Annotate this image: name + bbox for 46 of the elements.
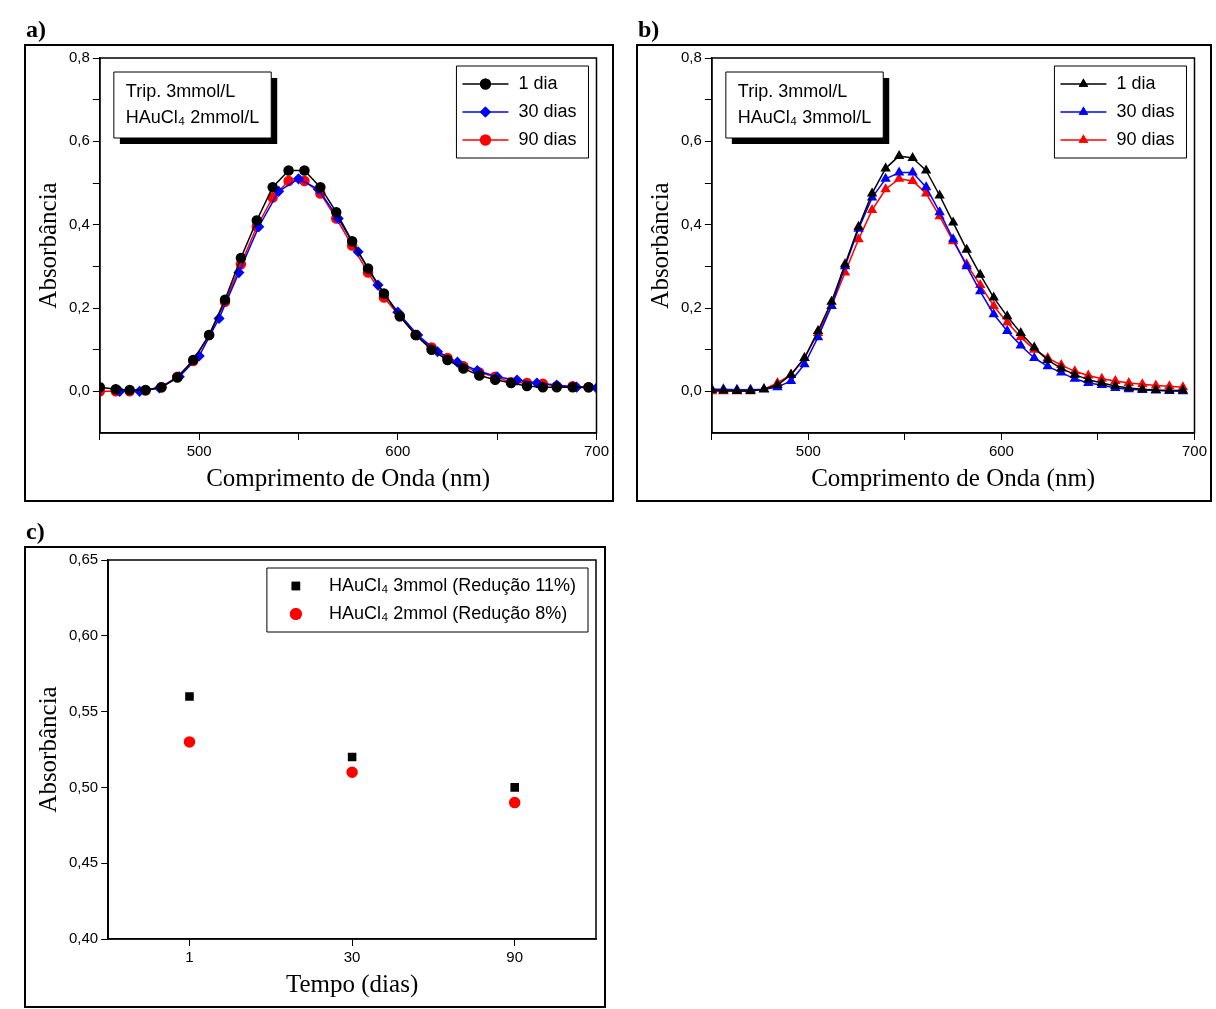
y-axis-title: Absorbância [33, 182, 61, 309]
x-tick-label: 700 [1181, 442, 1207, 460]
legend-label: 1 dia [518, 72, 559, 93]
x-tick-label: 500 [795, 442, 821, 460]
x-axis-title: Tempo (dias) [285, 969, 419, 998]
y-tick-label: 0,60 [68, 625, 99, 643]
y-axis-title: Absorbância [33, 686, 61, 813]
x-tick-label: 600 [385, 442, 411, 460]
annotation: HAuCl₄ 2mmol/L [125, 106, 260, 127]
chart-title: a) [25, 15, 47, 44]
legend-label: 90 dias [1116, 128, 1175, 149]
y-tick-label: 0,65 [68, 550, 99, 568]
y-tick-label: 0,2 [68, 298, 90, 316]
annotation: Trip. 3mmol/L [125, 80, 236, 101]
legend-label: HAuCl₄ 2mmol (Redução 8%) [328, 602, 568, 623]
y-tick-label: 0,50 [68, 777, 99, 795]
y-tick-label: 0,4 [68, 214, 90, 232]
legend-label: 1 dia [1116, 72, 1157, 93]
annotation: Trip. 3mmol/L [737, 80, 848, 101]
y-tick-label: 0,4 [680, 214, 702, 232]
y-tick-label: 0,6 [680, 131, 702, 149]
y-tick-label: 0,2 [680, 298, 702, 316]
legend-label: 90 dias [518, 128, 577, 149]
annotation: HAuCl₄ 3mmol/L [737, 106, 872, 127]
legend-label: HAuCl₄ 3mmol (Redução 11%) [328, 574, 576, 595]
y-tick-label: 0,0 [68, 381, 90, 399]
chart-title: c) [25, 517, 46, 546]
x-tick-label: 700 [583, 442, 609, 460]
y-tick-label: 0,55 [68, 701, 99, 719]
legend-label: 30 dias [518, 100, 577, 121]
x-axis-title: Comprimento de Onda (nm) [811, 463, 1096, 492]
y-tick-label: 0,40 [68, 929, 99, 947]
y-tick-label: 0,6 [68, 131, 90, 149]
y-tick-label: 0,0 [680, 381, 702, 399]
chart-title: b) [637, 15, 661, 44]
x-axis-title: Comprimento de Onda (nm) [206, 463, 491, 492]
x-tick-label: 1 [185, 948, 194, 966]
y-tick-label: 0,45 [68, 853, 99, 871]
x-tick-label: 30 [343, 948, 361, 966]
legend-label: 30 dias [1116, 100, 1175, 121]
x-tick-label: 500 [186, 442, 212, 460]
y-tick-label: 0,8 [68, 48, 90, 66]
x-tick-label: 600 [988, 442, 1014, 460]
y-tick-label: 0,8 [680, 48, 702, 66]
x-tick-label: 90 [506, 948, 524, 966]
y-axis-title: Absorbância [645, 182, 673, 309]
